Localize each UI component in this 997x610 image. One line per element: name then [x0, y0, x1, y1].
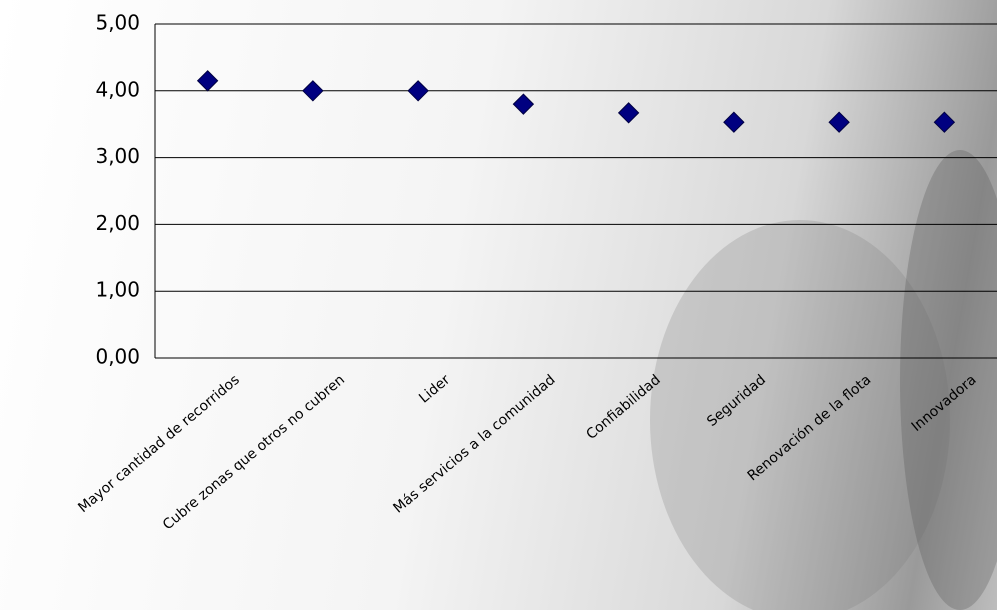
marker	[828, 111, 850, 133]
y-tick-label: 1,00	[95, 278, 140, 302]
marker	[617, 102, 640, 124]
x-tick-label: Cubre zonas que otros no cubren	[160, 372, 348, 533]
y-tick-label: 2,00	[95, 211, 140, 235]
background-photo	[900, 150, 997, 610]
x-tick-label: Lider	[416, 372, 453, 407]
y-tick-label: 0,00	[95, 345, 140, 369]
marker	[302, 80, 324, 102]
y-tick-label: 5,00	[95, 11, 140, 35]
marker	[933, 111, 956, 133]
y-tick-label: 4,00	[95, 77, 140, 101]
x-tick-label: Mayor cantidad de recorridos	[75, 372, 243, 516]
background-photo	[650, 220, 950, 610]
marker	[407, 80, 429, 102]
y-tick-label: 3,00	[95, 144, 140, 168]
marker	[196, 70, 219, 92]
marker	[512, 93, 535, 115]
marker	[723, 111, 745, 133]
